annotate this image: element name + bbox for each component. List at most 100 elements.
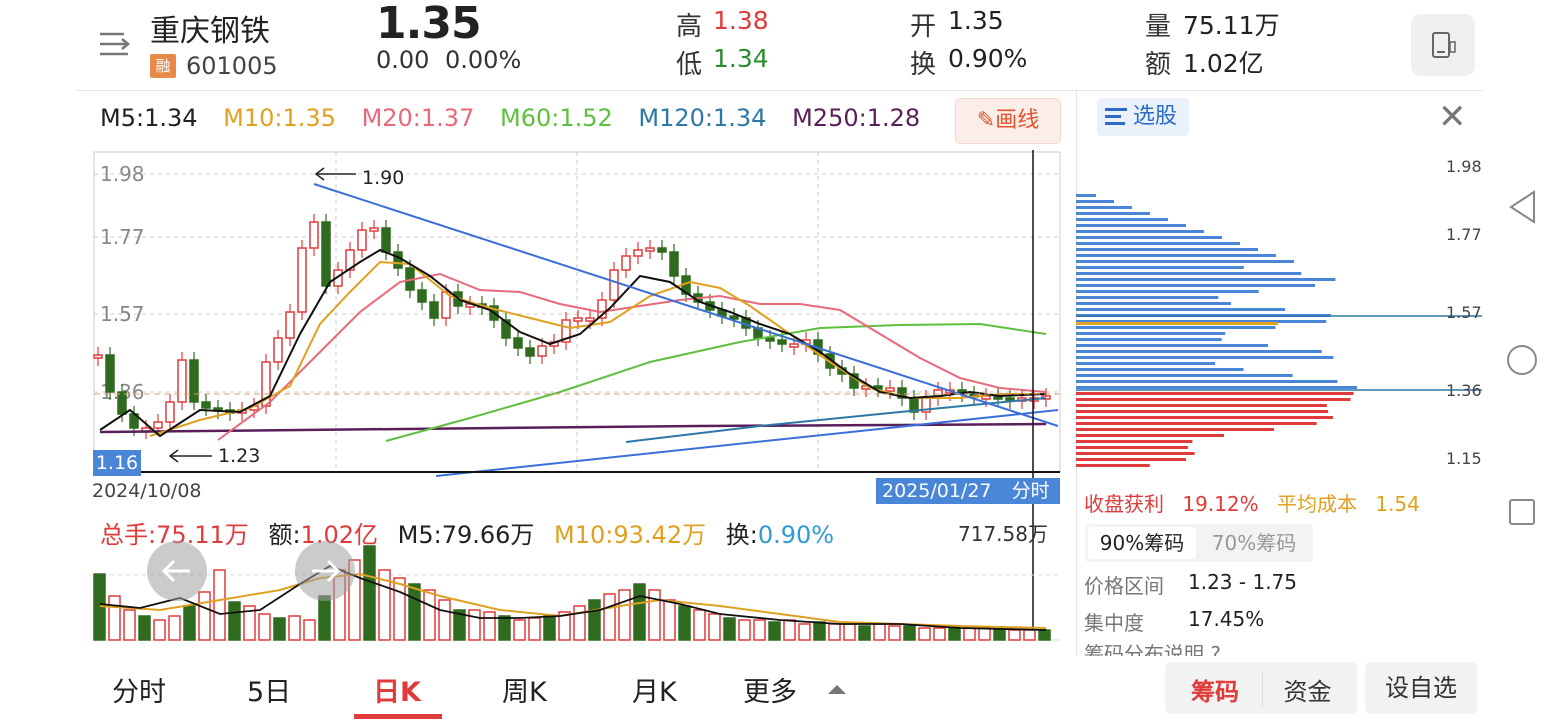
volume-bar [843,623,856,641]
close-icon[interactable]: ✕ [1438,97,1467,137]
avg-cost: 1.54 [1375,492,1420,516]
volume-bar [933,627,946,641]
caret-up-icon[interactable] [826,682,848,696]
chip-bar [1076,224,1186,227]
volume-bar [993,629,1006,641]
chip-bar [1076,248,1258,251]
kline-chart[interactable]: 1.98 1.77 1.57 1.36 1.90 1.23 [0,0,1480,656]
chip-bar [1076,320,1327,323]
conc-label: 集中度 [1084,611,1144,635]
volume-bar [798,623,811,641]
tab-intraday[interactable]: 分时 [112,677,166,708]
volume-bar [738,619,751,641]
candle [321,221,331,287]
candle [417,289,427,303]
candle [285,311,295,339]
chip-bar [1076,386,1358,389]
tab-weekly-k[interactable]: 周K [502,677,547,708]
chips-funds-group [1165,662,1357,714]
home-icon[interactable] [1506,344,1538,376]
turnover-value: 0.90% [948,44,1028,73]
volume-bar [573,605,586,641]
draw-line-button[interactable]: ✎画线 [955,98,1061,144]
volume-bar [963,627,976,641]
date-end[interactable]: 2025/01/27 分时 > [876,478,1060,528]
candles [93,214,1051,439]
volume-bar [528,617,541,641]
stock-picker-button[interactable]: 选股 [1097,98,1189,136]
volume-bar [213,569,226,641]
volume-bar [168,615,181,641]
volume-bar [633,583,646,641]
chip-bar [1076,206,1132,209]
vol-m10: M10:93.42万 [554,521,707,549]
device-button[interactable] [1411,14,1475,76]
volume-bar [588,599,601,641]
recents-icon[interactable] [1508,498,1536,526]
back-icon[interactable] [1508,190,1538,224]
high-value: 1.38 [713,6,769,35]
chip-bar [1076,422,1317,425]
profit-ratio: 19.12% [1182,492,1259,516]
candle [93,354,103,359]
volume-bar [828,623,841,641]
tab-more[interactable]: 更多 [743,677,797,708]
volume-bar [498,615,511,641]
candle [429,301,439,319]
volume-bar [1038,629,1051,641]
chip-bar [1076,344,1269,347]
seg-90[interactable]: 90%筹码 [1088,527,1196,559]
vol-m5: M5:79.66万 [397,521,535,549]
volume-bar [243,605,256,641]
prev-arrow-button[interactable] [146,540,208,602]
grid [94,152,1060,472]
add-watchlist-button[interactable]: 设自选 [1365,662,1477,714]
funds-button[interactable]: 资金 [1262,672,1352,707]
chip-bar [1076,296,1219,299]
candle [345,249,355,271]
candle [357,229,367,251]
next-arrow-button[interactable] [294,540,356,602]
volume-bar [393,577,406,641]
chip-bar [1076,410,1329,413]
candle [333,269,343,287]
chips-button[interactable]: 筹码 [1191,678,1239,706]
volume-bar [888,625,901,641]
ma20-label: M20:1.37 [361,104,475,132]
intraday-link[interactable]: 分时 > [882,480,1050,528]
chip-bar [1076,338,1222,341]
chip-tick: 1.98 [1446,157,1482,176]
chip-bar [1076,362,1216,365]
candle [165,401,175,423]
chip-bar [1076,266,1244,269]
chip-bar [1076,356,1334,359]
volume-bar [783,619,796,641]
explain-link[interactable]: 筹码分布说明 ? [1084,642,1221,656]
y-tick: 1.57 [100,302,145,326]
volume-bar [978,627,991,641]
volume-bar [873,623,886,641]
volume-bar [123,609,136,641]
high-arrowhead-icon [314,167,325,181]
volume-bar [708,613,721,641]
tab-daily-k[interactable]: 日K [373,677,421,708]
candle [189,359,199,403]
volume-bar [138,615,151,641]
chip-bar [1076,254,1276,257]
tab-5day[interactable]: 5日 [247,677,292,708]
chip-tick: 1.77 [1446,225,1482,244]
candle [609,269,619,301]
price-change-pct: 0.00% [445,46,522,74]
volume-bar [1023,629,1036,641]
tab-monthly-k[interactable]: 月K [632,677,677,708]
seg-70[interactable]: 70%筹码 [1211,531,1297,555]
volume-bar [903,625,916,641]
chip-bar [1076,200,1114,203]
chip-bar [1076,242,1240,245]
amount-value: 1.02亿 [1183,49,1264,78]
candle [645,247,655,252]
candle [669,251,679,277]
chip-bar [1076,284,1316,287]
menu-icon[interactable] [98,30,132,58]
volume-bar [108,595,121,641]
